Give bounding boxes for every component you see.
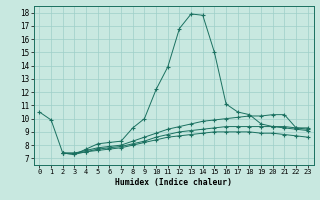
X-axis label: Humidex (Indice chaleur): Humidex (Indice chaleur) [115, 178, 232, 187]
